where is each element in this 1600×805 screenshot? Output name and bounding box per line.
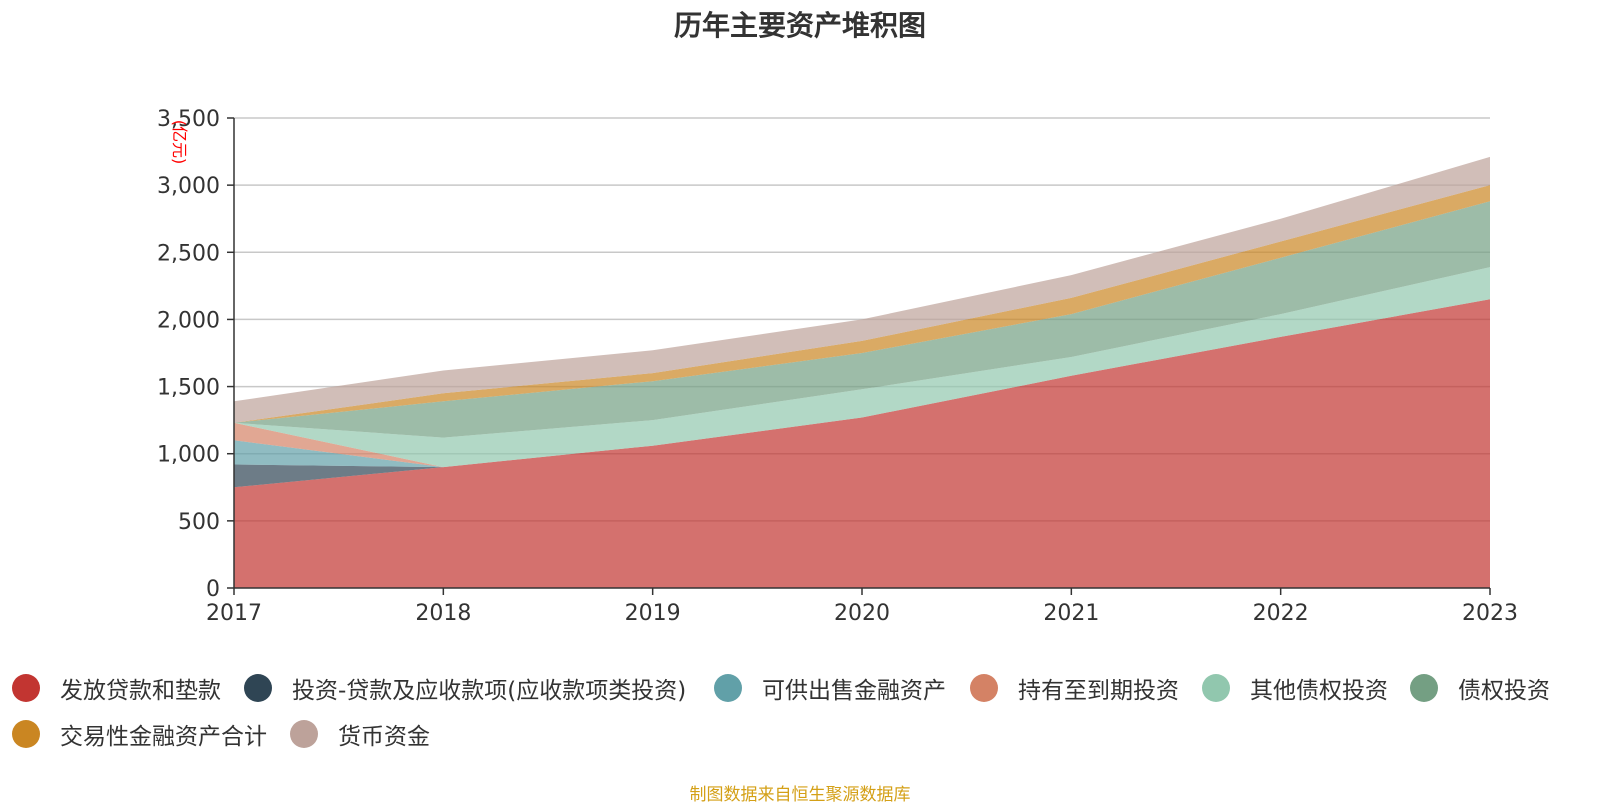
area-series[interactable] <box>234 201 1490 438</box>
area-series[interactable] <box>234 156 1490 423</box>
legend-marker <box>970 674 998 702</box>
area-series-group <box>234 156 1490 588</box>
legend-marker <box>12 674 40 702</box>
legend-label: 其他债权投资 <box>1250 678 1388 704</box>
legend-marker <box>290 720 318 748</box>
x-tick-label: 2022 <box>1253 601 1309 626</box>
legend-item[interactable]: 交易性金融资产合计 <box>12 714 267 754</box>
area-series[interactable] <box>234 299 1490 488</box>
x-tick-label: 2019 <box>625 601 681 626</box>
chart-title: 历年主要资产堆积图 <box>673 9 926 42</box>
legend-label: 发放贷款和垫款 <box>60 678 221 704</box>
legend-item[interactable]: 发放贷款和垫款 <box>12 668 221 708</box>
x-tick-label: 2021 <box>1043 601 1099 626</box>
legend-item[interactable]: 货币资金 <box>290 714 430 754</box>
area-series[interactable] <box>234 299 1490 468</box>
legend-label: 持有至到期投资 <box>1018 678 1179 704</box>
legend-item[interactable]: 持有至到期投资 <box>970 668 1179 708</box>
legend-marker <box>244 674 272 702</box>
legend-item[interactable]: 债权投资 <box>1410 668 1550 708</box>
y-tick-label: 500 <box>178 510 220 535</box>
axes: 0 500 1,000 1,500 2,000 2,500 3,000 3,500 2017 20… <box>157 107 1518 626</box>
legend-marker <box>714 674 742 702</box>
legend-item[interactable]: 其他债权投资 <box>1202 668 1388 708</box>
y-tick-label: 0 <box>206 577 220 602</box>
legend-marker <box>1410 674 1438 702</box>
data-source-note: 制图数据来自恒生聚源数据库 <box>689 785 911 805</box>
area-series[interactable] <box>234 299 1490 588</box>
legend-label: 可供出售金融资产 <box>762 678 946 704</box>
legend-label: 债权投资 <box>1458 678 1550 704</box>
legend-marker <box>12 720 40 748</box>
legend-label: 投资-贷款及应收款项(应收款项类投资) <box>292 678 687 704</box>
y-tick-label: 3,500 <box>157 107 220 132</box>
legend-label: 交易性金融资产合计 <box>60 724 267 750</box>
y-tick-label: 1,500 <box>157 376 220 401</box>
legend-label: 货币资金 <box>338 724 430 750</box>
legend-item[interactable]: 可供出售金融资产 <box>714 668 946 708</box>
legend-marker <box>1202 674 1230 702</box>
x-tick-label: 2023 <box>1462 601 1518 626</box>
y-tick-label: 3,000 <box>157 174 220 199</box>
y-tick-label: 2,000 <box>157 308 220 333</box>
y-axis-unit-label: (亿元) <box>170 120 189 165</box>
legend-item[interactable]: 投资-贷款及应收款项(应收款项类投资) <box>244 668 686 708</box>
area-series[interactable] <box>234 267 1490 468</box>
y-tick-label: 2,500 <box>157 241 220 266</box>
x-tick-label: 2017 <box>206 601 262 626</box>
x-tick-label: 2020 <box>834 601 890 626</box>
x-tick-label: 2018 <box>415 601 471 626</box>
y-tick-label: 1,000 <box>157 443 220 468</box>
